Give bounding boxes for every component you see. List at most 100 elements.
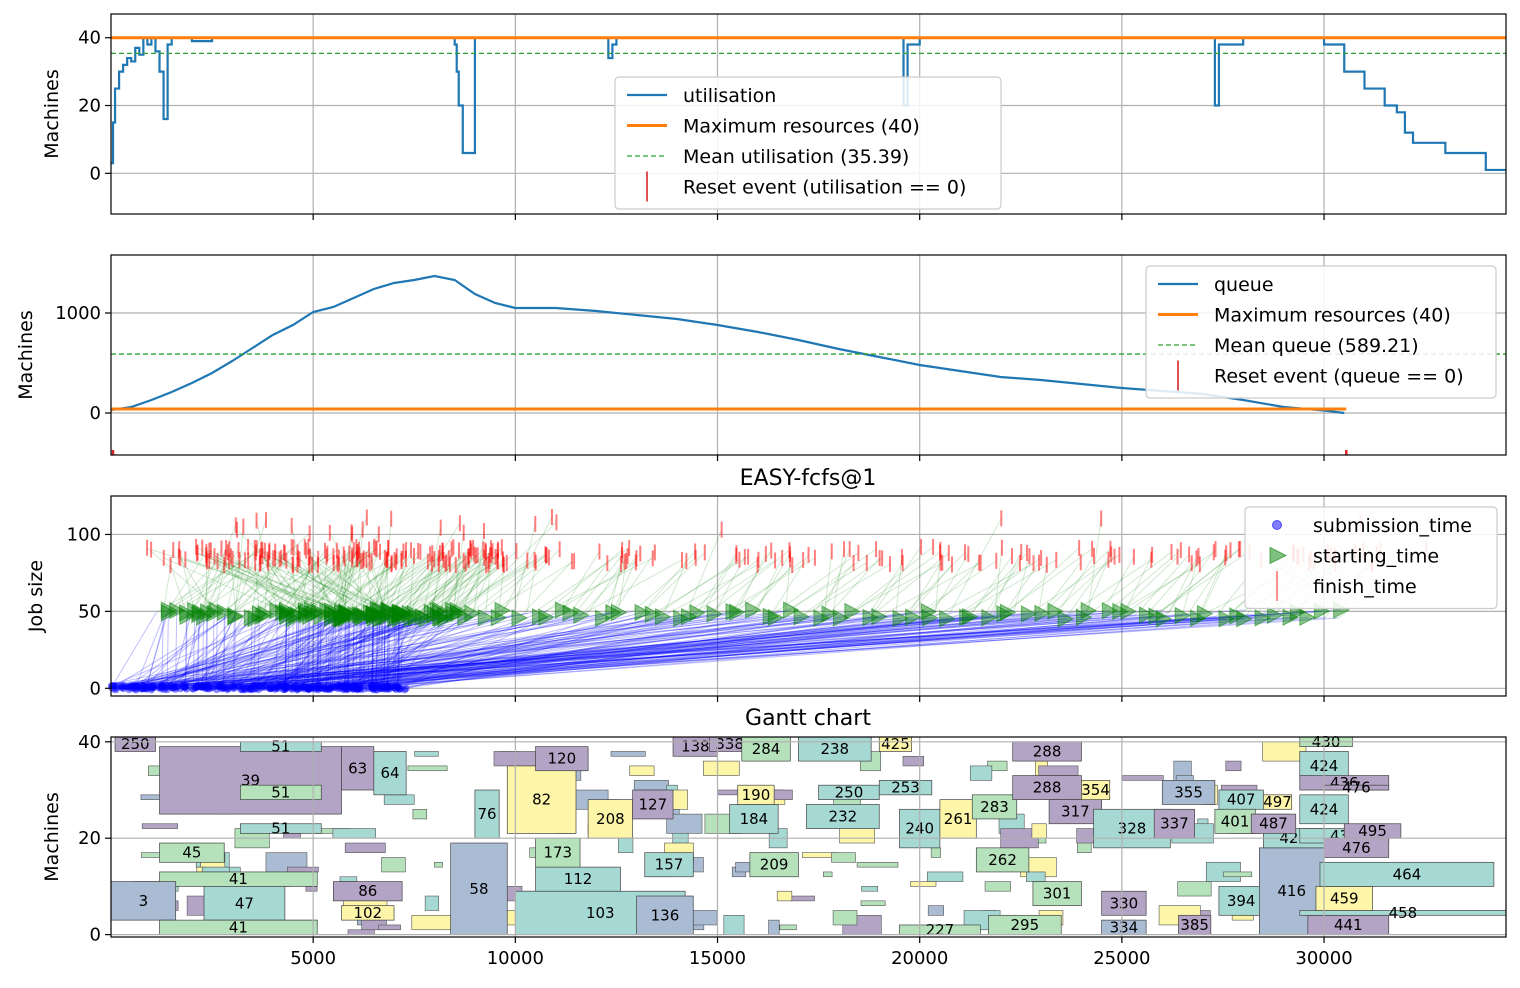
starting-point (689, 603, 707, 622)
gantt-job-label: 407 (1227, 791, 1256, 809)
start-to-finish-link (696, 552, 737, 614)
submission-to-start-link (166, 612, 169, 686)
start-to-finish-link (800, 563, 891, 618)
submission-point (294, 684, 302, 692)
submission-to-start-link (316, 613, 319, 686)
submission-to-start-link (161, 617, 841, 689)
gantt-job-block (729, 804, 779, 834)
submission-to-start-link (161, 612, 164, 685)
starting-point (1120, 602, 1137, 621)
submission-point (268, 682, 276, 690)
gantt-job-label: 120 (548, 750, 577, 768)
submission-to-start-link (233, 611, 237, 686)
submission-point (254, 681, 262, 689)
start-to-finish-link (946, 518, 1002, 619)
submission-point (110, 685, 118, 693)
starting-point (538, 608, 555, 627)
submission-point (191, 684, 199, 692)
submission-to-start-link (271, 615, 432, 687)
submission-to-start-link (317, 617, 639, 690)
gantt-filler-block (141, 823, 178, 829)
submission-to-start-link (282, 617, 343, 685)
start-to-finish-link (224, 533, 311, 613)
submission-to-start-link (302, 616, 967, 689)
start-to-finish-link (292, 564, 298, 618)
start-to-finish-link (1101, 556, 1135, 615)
submission-to-start-link (254, 611, 619, 686)
submission-to-start-link (246, 612, 698, 688)
gantt-job-label: 190 (742, 786, 771, 804)
gantt-job-label: 63 (348, 759, 367, 777)
submission-to-start-link (317, 610, 633, 691)
submission-point (262, 682, 270, 690)
start-to-finish-link (732, 550, 772, 613)
submission-to-start-link (167, 612, 528, 686)
submission-to-start-link (111, 617, 423, 685)
submission-to-start-link (240, 616, 287, 689)
starting-point (1190, 609, 1207, 628)
submission-to-start-link (348, 616, 351, 686)
start-to-finish-link (375, 563, 433, 618)
start-to-finish-link (769, 554, 809, 617)
starting-point (257, 604, 274, 623)
submission-point (352, 683, 360, 691)
submission-to-start-link (327, 613, 1189, 688)
gantt-job-label: 458 (1389, 904, 1418, 922)
gantt-filler-block (633, 780, 669, 791)
start-to-finish-link (840, 562, 943, 619)
gantt-filler-block (856, 862, 899, 868)
y-tick-label: 20 (78, 828, 101, 849)
submission-to-start-link (216, 614, 686, 685)
start-to-finish-link (398, 548, 471, 614)
panel-queue: 0 1000 Machines queue Maximum resources (4… (15, 254, 1507, 461)
submission-to-start-link (356, 612, 643, 687)
start-to-finish-link (282, 549, 360, 614)
submission-point (157, 685, 165, 693)
gantt-filler-block (860, 900, 886, 906)
submission-point (383, 682, 392, 690)
submission-to-start-link (278, 610, 1110, 686)
start-to-finish-link (736, 553, 767, 613)
gantt-filler-block (347, 929, 375, 935)
gantt-job-block (1218, 886, 1264, 916)
x-tick-label: 25000 (1093, 948, 1150, 969)
starting-point (959, 608, 976, 627)
submission-point (129, 684, 137, 692)
submission-to-start-link (205, 615, 208, 687)
submission-point (355, 682, 364, 690)
starting-point (457, 608, 474, 627)
start-to-finish-link (358, 557, 439, 611)
starting-point (160, 601, 178, 619)
submission-to-start-link (285, 614, 407, 685)
submission-point (131, 682, 139, 690)
start-to-finish-link (876, 552, 950, 612)
submission-to-start-link (234, 618, 277, 691)
submission-point (147, 686, 156, 694)
submission-point (383, 681, 391, 690)
start-to-finish-link (688, 560, 776, 618)
panel-jobs: EASY-fcfs@1 0 50 100 Job size submission_t… (25, 466, 1507, 702)
submission-to-start-link (372, 615, 1217, 685)
gantt-filler-block (407, 765, 448, 772)
submission-point (181, 683, 189, 691)
submission-to-start-link (404, 611, 671, 690)
submission-point (213, 682, 221, 690)
start-to-finish-link (497, 564, 505, 618)
submission-to-start-link (388, 619, 391, 686)
gantt-job-label: 394 (1227, 892, 1256, 910)
gantt-job-label: 184 (740, 810, 769, 828)
submission-point (182, 682, 190, 690)
submission-point (343, 681, 351, 689)
submission-to-start-link (209, 609, 1163, 690)
gantt-filler-block (1031, 823, 1047, 839)
submission-to-start-link (208, 611, 737, 690)
y-tick-label: 50 (78, 601, 101, 622)
submission-point (246, 685, 255, 693)
panel-utilisation-frame (110, 13, 1507, 215)
y-tick-label: 20 (78, 96, 101, 117)
submission-point (267, 683, 276, 691)
start-to-finish-link (878, 562, 981, 618)
starting-point (573, 606, 590, 625)
submission-to-start-link (136, 614, 307, 690)
submission-to-start-link (175, 616, 287, 687)
